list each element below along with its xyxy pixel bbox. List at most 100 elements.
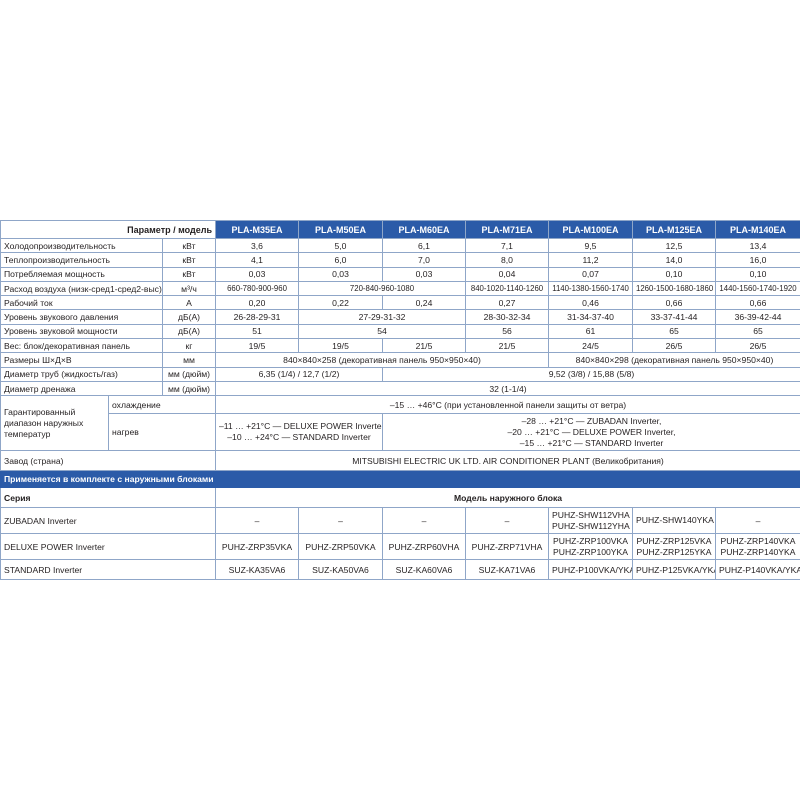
row-label: Потребляемая мощность bbox=[0, 266, 163, 282]
value-cell: 1260-1500-1680-1860 bbox=[632, 280, 716, 297]
model-header: PLA-M35EA bbox=[215, 220, 299, 239]
outdoor-model-cell: SUZ-KA60VA6 bbox=[382, 559, 466, 581]
row-unit: кВт bbox=[162, 266, 216, 282]
outdoor-row: ZUBADAN Inverter – – – – PUHZ-SHW112VHA PUHZ-S… bbox=[0, 507, 800, 535]
value-cell: 3,6 bbox=[215, 237, 299, 254]
value-cell: 0,46 bbox=[548, 295, 633, 311]
series-name: ZUBADAN Inverter bbox=[0, 507, 216, 535]
value-cell: 0,10 bbox=[715, 266, 800, 282]
outdoor-model: PUHZ-SHW112YHA bbox=[552, 520, 630, 531]
cooling-label: охлаждение bbox=[108, 395, 216, 415]
value-cell: 840×840×298 (декоративная панель 950×950… bbox=[548, 352, 800, 368]
value-cell: 65 bbox=[632, 323, 716, 340]
value-cell: 0,07 bbox=[548, 266, 633, 282]
spec-row-power: Потребляемая мощность кВт 0,03 0,03 0,03 0,04… bbox=[0, 266, 800, 282]
value-cell: 26/5 bbox=[632, 338, 716, 354]
value-cell: 65 bbox=[715, 323, 800, 340]
value-cell: 27-29-31-32 bbox=[298, 309, 466, 325]
value-cell: 1140-1380-1560-1740 bbox=[548, 280, 633, 297]
row-label: Диаметр дренажа bbox=[0, 380, 163, 397]
value-cell: 840-1020-1140-1260 bbox=[465, 280, 549, 297]
value-cell: 0,22 bbox=[298, 295, 383, 311]
row-label: Теплопроизводительность bbox=[0, 252, 163, 268]
value-cell: 28-30-32-34 bbox=[465, 309, 549, 325]
range-label: Гарантированный диапазон наружных темпер… bbox=[0, 395, 109, 452]
value-cell: 6,35 (1/4) / 12,7 (1/2) bbox=[215, 366, 383, 382]
outdoor-model-cell: SUZ-KA35VA6 bbox=[215, 559, 299, 581]
outdoor-model: PUHZ-ZRP100YKA bbox=[553, 546, 628, 557]
value-cell: 660-780-900-960 bbox=[215, 280, 299, 297]
value-cell: 21/5 bbox=[382, 338, 466, 354]
row-unit: дБ(А) bbox=[162, 309, 216, 325]
spec-row-heating: Теплопроизводительность кВт 4,1 6,0 7,0 8,0 11… bbox=[0, 252, 800, 268]
outdoor-model-cell: – bbox=[715, 507, 800, 535]
value-cell: 0,27 bbox=[465, 295, 549, 311]
value-cell: 61 bbox=[548, 323, 633, 340]
row-label: Диаметр труб (жидкость/газ) bbox=[0, 366, 163, 382]
model-header: PLA-M71EA bbox=[465, 220, 549, 239]
row-unit: мм (дюйм) bbox=[162, 380, 216, 397]
value-cell: 19/5 bbox=[298, 338, 383, 354]
value-cell: 13,4 bbox=[715, 237, 800, 254]
row-unit: кВт bbox=[162, 237, 216, 254]
value-cell: 26/5 bbox=[715, 338, 800, 354]
heating-range-heat_b: –28 … +21°C — ZUBADAN Inverter, –20 … +21… bbox=[382, 413, 800, 452]
outdoor-model-cell: PUHZ-ZRP50VKA bbox=[298, 533, 383, 561]
value-cell: 0,04 bbox=[465, 266, 549, 282]
spec-row-weight: Вес: блок/декоративная панель кг 19/5 19/5 2… bbox=[0, 338, 800, 354]
outdoor-model-cell: PUHZ-P100VKA/YKA bbox=[548, 559, 633, 581]
value-cell: 26-28-29-31 bbox=[215, 309, 299, 325]
value-cell: 24/5 bbox=[548, 338, 633, 354]
value-cell: 56 bbox=[465, 323, 549, 340]
outdoor-model-cell: SUZ-KA71VA6 bbox=[465, 559, 549, 581]
value-cell: 0,03 bbox=[298, 266, 383, 282]
heating-range-line: –11 … +21°C — DELUXE POWER Inverter bbox=[219, 421, 383, 432]
model-header: Модель наружного блока bbox=[215, 487, 800, 509]
outdoor-model-cell: PUHZ-SHW112VHA PUHZ-SHW112YHA bbox=[548, 507, 633, 535]
spec-row-factory: Завод (страна) MITSUBISHI ELECTRIC UK LTD… bbox=[0, 450, 800, 472]
value-cell: 6,1 bbox=[382, 237, 466, 254]
row-unit: дБ(А) bbox=[162, 323, 216, 340]
row-label: Холодопроизводительность bbox=[0, 237, 163, 254]
value-cell: 7,1 bbox=[465, 237, 549, 254]
value-cell: 31-34-37-40 bbox=[548, 309, 633, 325]
value-cell: 12,5 bbox=[632, 237, 716, 254]
factory-value: MITSUBISHI ELECTRIC UK LTD. AIR CONDITIO… bbox=[215, 450, 800, 472]
outdoor-model: PUHZ-SHW140YKA bbox=[636, 515, 714, 526]
outdoor-model-cell: PUHZ-P140VKA/YKA bbox=[715, 559, 800, 581]
row-unit: мм bbox=[162, 352, 216, 368]
param-header: Параметр / модель bbox=[0, 220, 216, 239]
row-label: Уровень звукового давления bbox=[0, 309, 163, 325]
row-label: Вес: блок/декоративная панель bbox=[0, 338, 163, 354]
value-cell: 0,66 bbox=[632, 295, 716, 311]
value-cell: 720-840-960-1080 bbox=[298, 280, 466, 297]
value-cell: 7,0 bbox=[382, 252, 466, 268]
heating-range-line: –28 … +21°C — ZUBADAN Inverter, bbox=[521, 415, 662, 426]
outdoor-model-cell: – bbox=[465, 507, 549, 535]
spec-row-drain: Диаметр дренажа мм (дюйм) 32 (1-1/4) bbox=[0, 380, 800, 397]
value-cell: 32 (1-1/4) bbox=[215, 380, 800, 397]
value-cell: 16,0 bbox=[715, 252, 800, 268]
outdoor-model: PUHZ-ZRP140VKA bbox=[720, 535, 796, 546]
value-cell: 33-37-41-44 bbox=[632, 309, 716, 325]
spec-table: Параметр / модель PLA-M35EA PLA-M50EA PL… bbox=[0, 220, 800, 581]
model-header: PLA-M50EA bbox=[298, 220, 383, 239]
outdoor-model-cell: PUHZ-ZRP60VHA bbox=[382, 533, 466, 561]
heating-range-line: –15 … +21°C — STANDARD Inverter bbox=[519, 437, 664, 448]
outdoor-model-cell: PUHZ-ZRP125VKA PUHZ-ZRP125YKA bbox=[632, 533, 716, 561]
outdoor-model-cell: PUHZ-ZRP140VKA PUHZ-ZRP140YKA bbox=[715, 533, 800, 561]
row-unit: кВт bbox=[162, 252, 216, 268]
outdoor-model-cell: – bbox=[215, 507, 299, 535]
section-title: Применяется в комплекте с наружными блок… bbox=[0, 470, 800, 489]
outdoor-model-cell: – bbox=[298, 507, 383, 535]
outdoor-model: PUHZ-ZRP100VKA bbox=[553, 535, 628, 546]
outdoor-header-row: Серия Модель наружного блока bbox=[0, 487, 800, 509]
outdoor-row: STANDARD Inverter SUZ-KA35VA6 SUZ-KA50VA6 S… bbox=[0, 559, 800, 581]
outdoor-model-cell: – bbox=[382, 507, 466, 535]
value-cell: 51 bbox=[215, 323, 299, 340]
spec-row-current: Рабочий ток А 0,20 0,22 0,24 0,27 0,46 0,66 0,66 bbox=[0, 295, 800, 311]
outdoor-model-cell: SUZ-KA50VA6 bbox=[298, 559, 383, 581]
spec-row-airflow: Расход воздуха (низк-сред1-сред2-выс) м³/… bbox=[0, 280, 800, 297]
spec-row-pressure: Уровень звукового давления дБ(А) 26-28-29-… bbox=[0, 309, 800, 325]
outdoor-model-cell: PUHZ-P125VKA/YKA bbox=[632, 559, 716, 581]
